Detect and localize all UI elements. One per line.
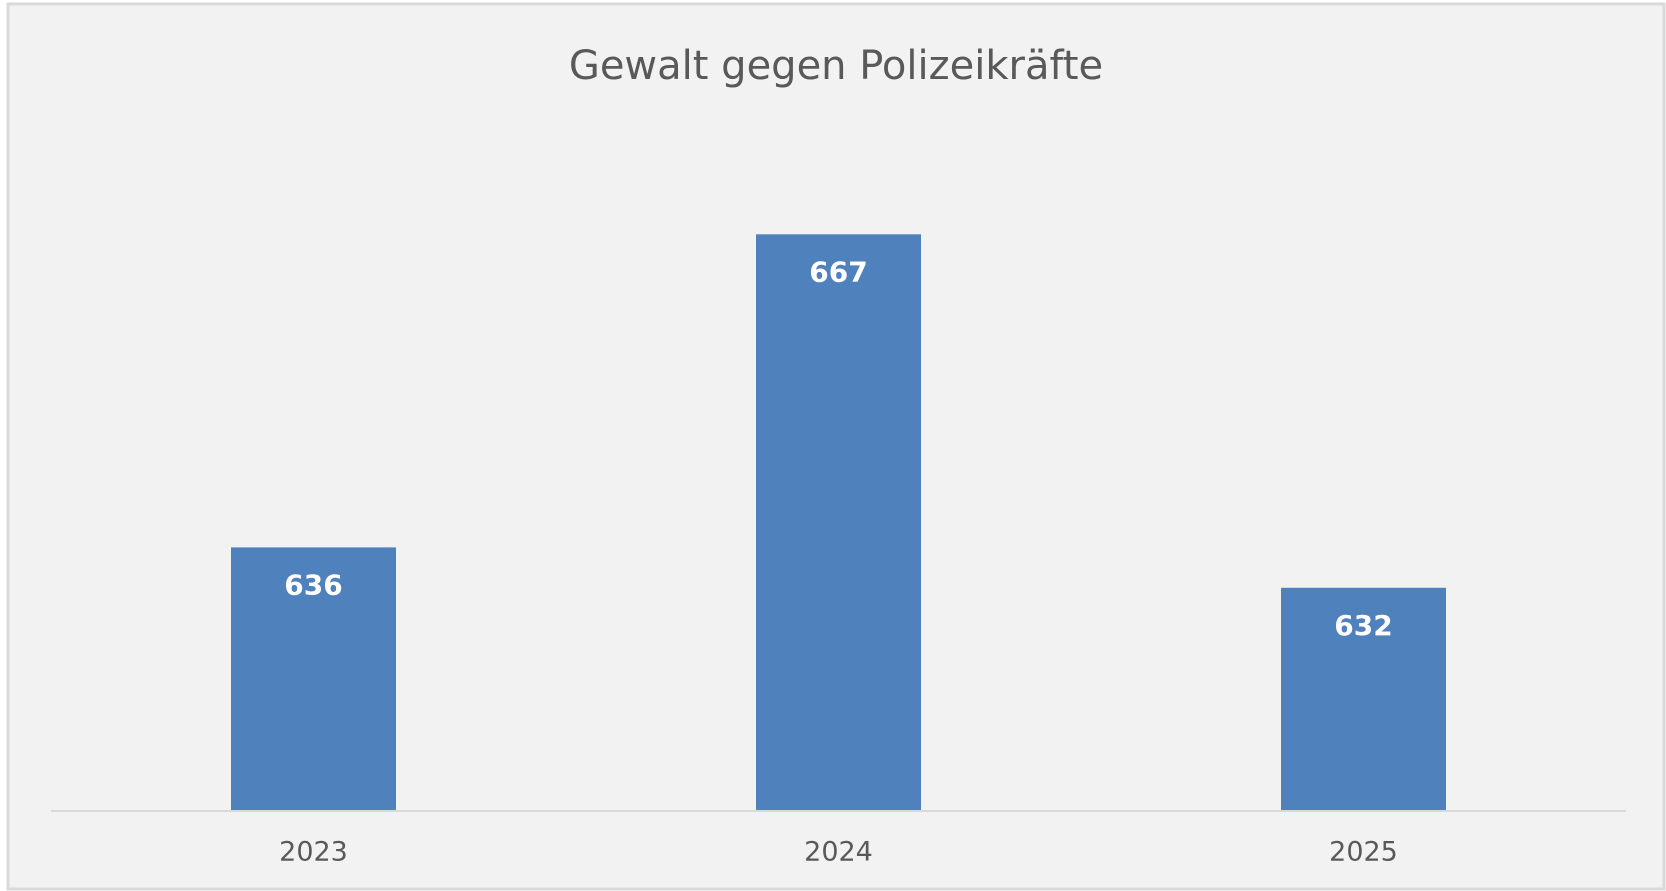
data-label: 667 [809,255,867,288]
bar [1281,587,1446,810]
data-label: 636 [284,568,342,601]
x-tick-label: 2025 [1329,837,1398,868]
x-tick-label: 2024 [804,837,873,868]
x-tick-label: 2023 [279,837,348,868]
bar [756,234,921,811]
bar [231,547,396,810]
data-label: 632 [1334,609,1392,642]
chart-title: Gewalt gegen Polizeikräfte [569,43,1103,89]
